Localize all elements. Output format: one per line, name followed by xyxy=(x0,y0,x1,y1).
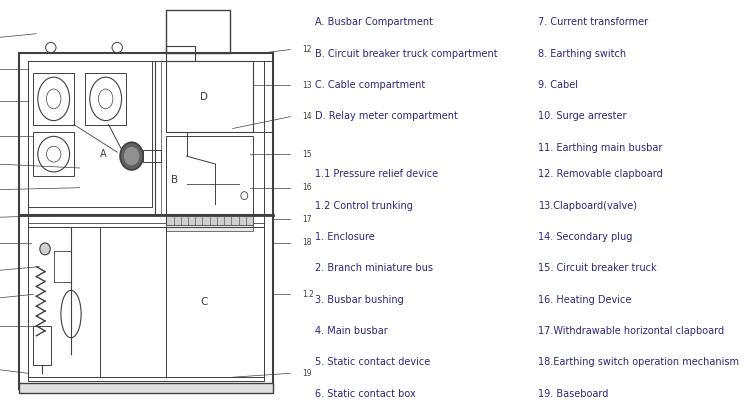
Text: 1.2 Control trunking: 1.2 Control trunking xyxy=(315,201,413,210)
Text: 6. Static contact box: 6. Static contact box xyxy=(315,389,416,398)
Bar xyxy=(166,136,253,215)
Text: 13.Clapboard(valve): 13.Clapboard(valve) xyxy=(538,201,638,210)
Text: A. Busbar Compartment: A. Busbar Compartment xyxy=(315,18,433,27)
Text: 16. Heating Device: 16. Heating Device xyxy=(538,295,632,304)
Bar xyxy=(166,61,253,132)
Text: A: A xyxy=(100,149,106,159)
Ellipse shape xyxy=(120,142,143,170)
Bar xyxy=(34,326,51,365)
Text: 18.Earthing switch operation mechanism: 18.Earthing switch operation mechanism xyxy=(538,357,740,367)
Text: 15: 15 xyxy=(302,150,312,159)
Text: 10. Surge arrester: 10. Surge arrester xyxy=(538,112,627,121)
Text: B: B xyxy=(172,175,178,185)
Text: D: D xyxy=(200,92,208,102)
Text: 1.2: 1.2 xyxy=(302,290,314,299)
Text: 4. Main busbar: 4. Main busbar xyxy=(315,326,388,336)
Text: 18: 18 xyxy=(302,239,311,247)
Ellipse shape xyxy=(40,243,50,255)
Text: 1. Enclosure: 1. Enclosure xyxy=(315,232,375,242)
Text: 7. Current transformer: 7. Current transformer xyxy=(538,18,649,27)
Bar xyxy=(28,227,265,377)
Bar xyxy=(86,73,126,125)
Text: 19: 19 xyxy=(302,369,312,378)
Text: 17: 17 xyxy=(302,215,312,224)
Text: 9. Cabel: 9. Cabel xyxy=(538,80,578,90)
Bar xyxy=(166,215,253,225)
Text: 15. Circuit breaker truck: 15. Circuit breaker truck xyxy=(538,263,657,273)
Bar xyxy=(19,53,273,389)
Text: C. Cable compartment: C. Cable compartment xyxy=(315,80,425,90)
Bar xyxy=(34,73,74,125)
Ellipse shape xyxy=(124,147,139,165)
Bar xyxy=(253,61,273,132)
Bar xyxy=(143,150,160,162)
Text: 14. Secondary plug: 14. Secondary plug xyxy=(538,232,633,242)
Text: 11. Earthing main busbar: 11. Earthing main busbar xyxy=(538,143,663,153)
Text: C: C xyxy=(200,297,208,307)
Text: 17.Withdrawable horizontal clapboard: 17.Withdrawable horizontal clapboard xyxy=(538,326,724,336)
Text: 1.1 Pressure relief device: 1.1 Pressure relief device xyxy=(315,169,438,179)
Text: 12. Removable clapboard: 12. Removable clapboard xyxy=(538,169,663,179)
Text: 8. Earthing switch: 8. Earthing switch xyxy=(538,49,627,59)
Text: 14: 14 xyxy=(302,112,312,121)
Bar xyxy=(166,225,253,231)
Text: 3. Busbar bushing: 3. Busbar bushing xyxy=(315,295,404,304)
Bar xyxy=(34,132,74,176)
Bar xyxy=(166,10,230,53)
Bar xyxy=(28,61,152,208)
Text: D. Relay meter compartment: D. Relay meter compartment xyxy=(315,112,458,121)
Bar xyxy=(19,383,273,393)
Bar xyxy=(166,46,195,61)
Text: 2. Branch miniature bus: 2. Branch miniature bus xyxy=(315,263,433,273)
Bar xyxy=(28,61,265,381)
Text: 5. Static contact device: 5. Static contact device xyxy=(315,357,430,367)
Text: B. Circuit breaker truck compartment: B. Circuit breaker truck compartment xyxy=(315,49,498,59)
Text: 12: 12 xyxy=(302,45,311,54)
Text: 19. Baseboard: 19. Baseboard xyxy=(538,389,609,398)
Text: 13: 13 xyxy=(302,81,312,90)
Text: 16: 16 xyxy=(302,183,312,192)
